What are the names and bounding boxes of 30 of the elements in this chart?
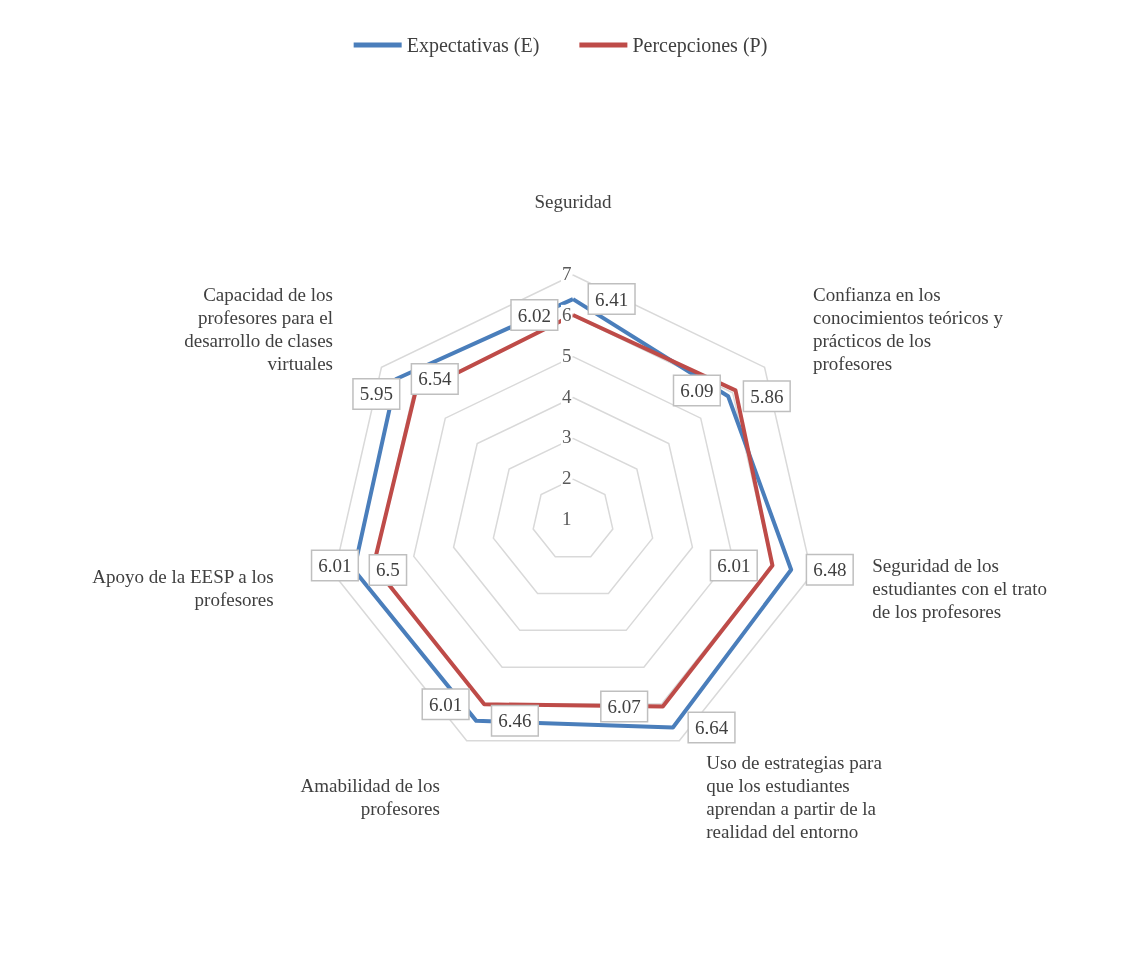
y-tick-label: 7	[562, 263, 572, 284]
data-label: 6.5	[376, 559, 400, 581]
data-label: 6.01	[428, 693, 463, 715]
data-label: 6.09	[680, 379, 714, 401]
data-label: 6.46	[498, 710, 532, 732]
data-label: 6.01	[318, 555, 352, 577]
data-label: 6.54	[418, 368, 452, 390]
y-tick-label: 1	[562, 508, 572, 529]
spoke-label: Uso de estrategias para que los estudiantes aprendan a partir de la realidad del entorno	[706, 751, 883, 842]
data-label: 6.48	[813, 559, 847, 581]
legend-label: Expectativas (E)	[406, 34, 540, 57]
spoke-label: Amabilidad de los profesores	[300, 774, 440, 819]
data-label: 6.02	[517, 304, 551, 326]
legend-label: Percepciones (P)	[632, 34, 768, 57]
data-label: 5.95	[359, 383, 393, 405]
spoke-label: Apoyo de la EESP a los profesores	[92, 566, 274, 611]
data-label: 6.41	[595, 288, 629, 310]
data-label: 6.64	[694, 716, 729, 738]
y-tick-label: 3	[562, 426, 572, 448]
y-tick-label: 6	[562, 303, 572, 325]
spoke-label: Seguridad de los estudiantes con el trato de los profesores	[872, 554, 1047, 622]
y-tick-label: 4	[562, 385, 572, 407]
data-label: 5.86	[750, 385, 784, 407]
spoke-label: Capacidad de los profesores para el desarrollo de clases virtuales	[184, 283, 333, 374]
spoke-label: Seguridad	[534, 191, 613, 212]
data-label: 6.01	[717, 555, 751, 577]
y-tick-label: 2	[562, 467, 572, 489]
data-label: 6.07	[607, 696, 641, 718]
y-tick-label: 5	[562, 344, 572, 366]
spoke-label: Confianza en los conocimientos teóricos y prácticos de los profesores	[813, 283, 1004, 374]
